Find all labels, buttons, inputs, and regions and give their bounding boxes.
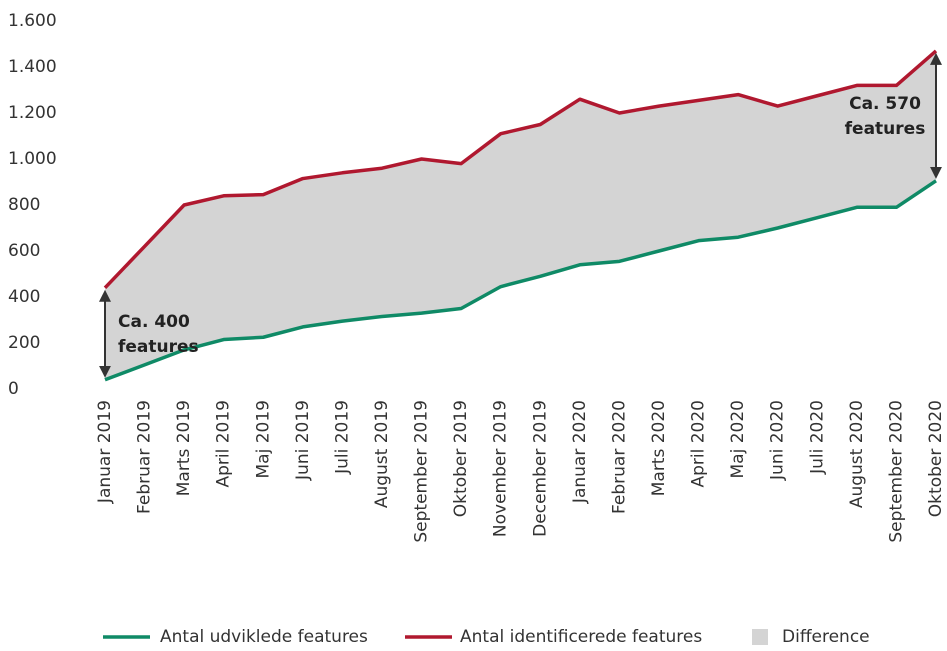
- y-tick-label: 400: [8, 287, 40, 307]
- y-tick-label: 1.200: [8, 103, 57, 123]
- x-tick-label: April 2019: [214, 400, 234, 488]
- x-tick-label: Januar 2019: [95, 400, 115, 504]
- x-tick-label: November 2019: [491, 400, 511, 537]
- x-tick-label: Marts 2019: [174, 400, 194, 496]
- x-tick-label: Juli 2020: [807, 400, 827, 475]
- x-tick-label: Maj 2019: [253, 400, 273, 478]
- x-tick-label: Februar 2019: [135, 400, 155, 514]
- legend-swatch: [752, 629, 768, 645]
- x-tick-label: Februar 2020: [609, 400, 629, 514]
- legend-label: Difference: [782, 627, 870, 647]
- x-tick-label: Juni 2020: [768, 400, 788, 481]
- y-tick-label: 600: [8, 241, 40, 261]
- x-tick-label: September 2019: [412, 400, 432, 543]
- x-tick-label: Maj 2020: [728, 400, 748, 478]
- y-tick-label: 200: [8, 333, 40, 353]
- y-tick-label: 1.400: [8, 57, 57, 77]
- annotation: Ca. 570: [849, 94, 921, 114]
- x-tick-label: August 2020: [847, 400, 867, 508]
- x-tick-label: Juli 2019: [332, 400, 352, 475]
- annotation: Ca. 400: [118, 312, 190, 332]
- annotation: features: [118, 337, 199, 357]
- x-tick-label: September 2020: [886, 400, 906, 543]
- x-tick-label: August 2019: [372, 400, 392, 508]
- legend-label: Antal identificerede features: [460, 627, 702, 647]
- y-tick-label: 1.600: [8, 11, 57, 31]
- annotation: features: [845, 119, 926, 139]
- line-series: [104, 179, 937, 382]
- x-tick-label: April 2020: [689, 400, 709, 488]
- legend-label: Antal udviklede features: [160, 627, 368, 647]
- x-tick-label: Oktober 2019: [451, 400, 471, 517]
- x-tick-label: Marts 2020: [649, 400, 669, 496]
- line-series: [103, 49, 938, 290]
- x-tick-label: December 2019: [530, 400, 550, 537]
- x-tick-label: Januar 2020: [570, 400, 590, 504]
- y-tick-label: 800: [8, 195, 40, 215]
- x-tick-label: Oktober 2020: [926, 400, 946, 517]
- difference-area: [105, 50, 936, 380]
- y-tick-label: 0: [8, 379, 19, 399]
- x-tick-label: Juni 2019: [293, 400, 313, 481]
- y-tick-label: 1.000: [8, 149, 57, 169]
